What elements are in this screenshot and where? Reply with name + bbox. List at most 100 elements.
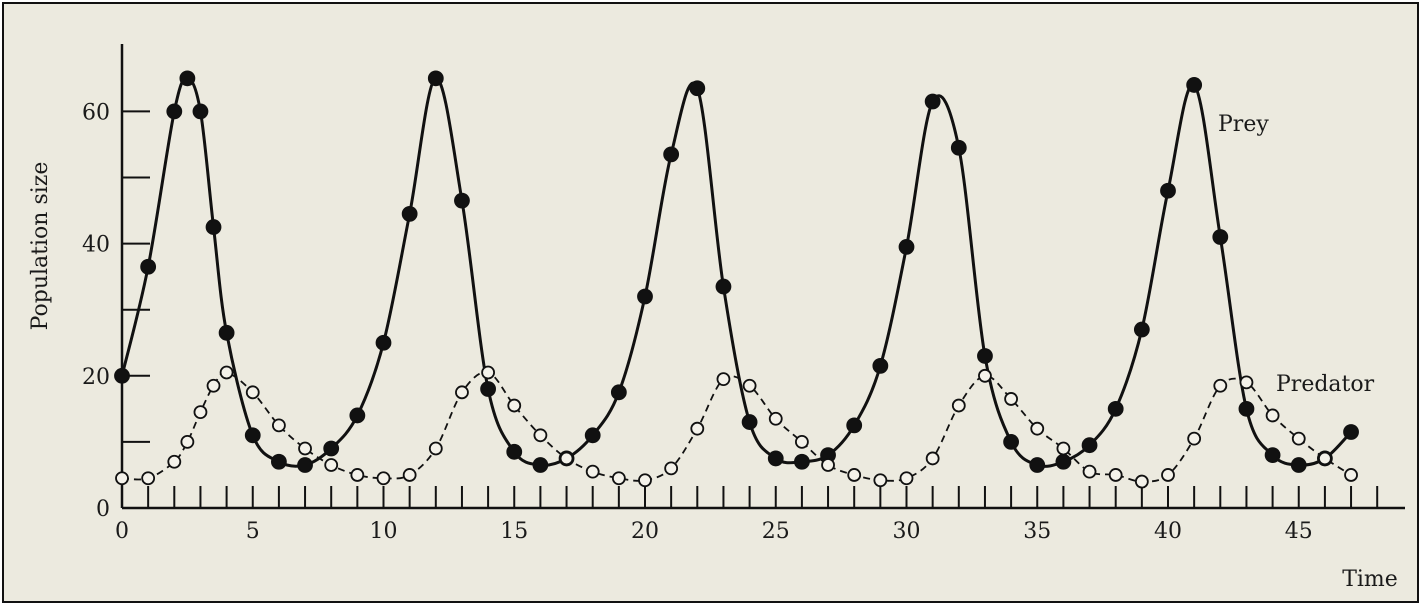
predator-point xyxy=(951,398,966,413)
prey-point xyxy=(663,146,680,163)
predator-point xyxy=(180,434,195,449)
predator-point xyxy=(245,385,260,400)
prey-point xyxy=(1003,433,1019,450)
prey-point xyxy=(637,288,653,305)
prey-point xyxy=(297,457,313,473)
predator-point xyxy=(1265,408,1280,423)
predator-point xyxy=(1056,441,1071,456)
prey-point xyxy=(1290,457,1307,473)
predator-point xyxy=(690,421,705,436)
prey-point xyxy=(846,417,863,434)
predator-point xyxy=(925,451,940,466)
predator-point xyxy=(978,368,992,383)
prey-point xyxy=(767,450,784,467)
x-tick-label: 20 xyxy=(631,519,659,544)
prey-point xyxy=(270,453,287,470)
y-tick-label: 60 xyxy=(82,100,110,125)
prey-point xyxy=(323,440,340,457)
predator-point xyxy=(507,398,522,413)
prey-point xyxy=(205,219,222,235)
predator-point xyxy=(428,441,443,456)
predator-point xyxy=(115,471,129,486)
predator-point xyxy=(873,473,888,488)
x-tick-label: 25 xyxy=(762,519,790,544)
predator-point xyxy=(1161,468,1175,482)
prey-point xyxy=(1160,182,1176,199)
prey-point xyxy=(1264,447,1281,464)
predator-point xyxy=(402,468,417,482)
prey-point xyxy=(872,357,889,374)
predator-point xyxy=(821,458,835,472)
x-tick-label: 10 xyxy=(370,519,398,544)
prey-point xyxy=(741,414,758,430)
predator-point xyxy=(1213,378,1228,393)
prey-point xyxy=(480,381,497,397)
y-tick-label: 20 xyxy=(82,365,110,390)
prey-point xyxy=(689,80,706,97)
predator-point xyxy=(1239,375,1254,390)
predator-point xyxy=(559,451,574,466)
prey-point xyxy=(192,103,209,120)
series-label-prey: Prey xyxy=(1218,112,1269,137)
y-tick-label: 0 xyxy=(96,497,110,522)
prey-point xyxy=(166,103,183,120)
prey-point xyxy=(114,367,130,384)
predator-point xyxy=(350,468,365,482)
predator-point xyxy=(167,454,182,469)
prey-point xyxy=(1107,400,1124,417)
predator-point xyxy=(611,471,626,486)
predator-point xyxy=(795,434,809,449)
prey-point xyxy=(715,278,732,295)
prey-point xyxy=(244,427,261,444)
predator-point xyxy=(271,418,286,433)
predator-point xyxy=(1004,392,1018,406)
prey-point xyxy=(610,384,627,401)
prey-point xyxy=(179,70,196,87)
x-tick-label: 5 xyxy=(246,519,260,544)
predator-point xyxy=(1187,431,1202,446)
y-tick-label: 40 xyxy=(82,233,110,258)
prey-point xyxy=(454,192,470,209)
prey-point xyxy=(924,93,941,110)
predator-point xyxy=(1030,421,1045,436)
predator-point xyxy=(847,468,862,482)
predator-point xyxy=(455,385,469,400)
prey-line xyxy=(120,76,1353,468)
prey-point xyxy=(532,457,549,473)
predator-point xyxy=(324,458,339,472)
predator-point xyxy=(1318,451,1332,466)
x-tick-label: 40 xyxy=(1154,519,1182,544)
x-tick-label: 15 xyxy=(500,519,528,544)
predator-point xyxy=(141,471,156,486)
prey-point xyxy=(584,427,601,444)
predator-point xyxy=(716,372,731,387)
prey-point xyxy=(375,334,392,351)
prey-point xyxy=(218,324,235,341)
prey-point xyxy=(140,258,157,275)
prey-point xyxy=(794,453,810,470)
predator-point xyxy=(1344,468,1358,482)
predator-point xyxy=(533,428,548,443)
x-axis-label: Time xyxy=(1342,567,1398,592)
predator-point xyxy=(742,378,757,393)
prey-point xyxy=(1238,400,1255,417)
x-tick-label: 35 xyxy=(1023,519,1051,544)
prey-point xyxy=(1212,229,1229,245)
x-tick-label: 0 xyxy=(115,519,129,544)
prey-point xyxy=(401,205,418,222)
x-tick-label: 45 xyxy=(1285,519,1313,544)
predator-point xyxy=(664,461,679,476)
prey-point xyxy=(1343,424,1359,440)
predator-point xyxy=(206,378,221,393)
predator-point xyxy=(298,441,312,456)
predator-point xyxy=(1082,464,1097,479)
prey-point xyxy=(898,239,915,255)
predator-point xyxy=(219,365,234,380)
x-tick-label: 30 xyxy=(893,519,921,544)
prey-point xyxy=(1029,457,1046,473)
predator-point xyxy=(1134,474,1149,489)
prey-point xyxy=(427,70,444,87)
predator-point xyxy=(899,471,914,486)
predator-point xyxy=(376,471,391,486)
